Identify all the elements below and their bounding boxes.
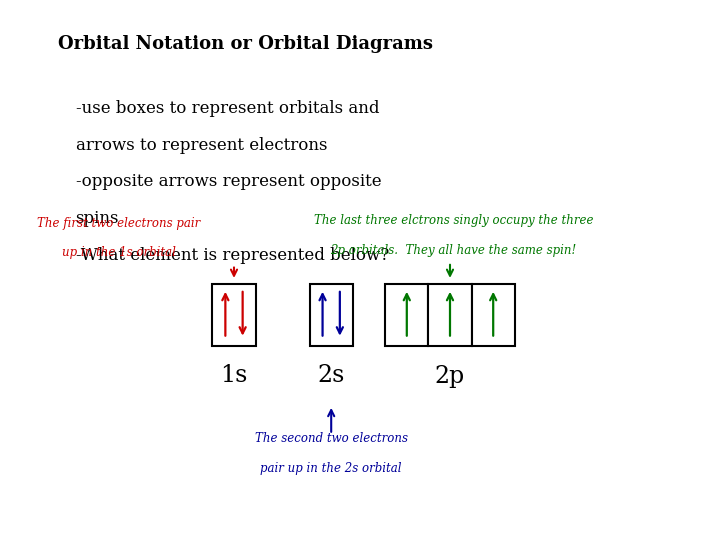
Bar [310,284,353,346]
Text: 2s: 2s [318,364,345,388]
Text: -What element is represented below?: -What element is represented below? [76,247,389,264]
Text: 2p orbitals.  They all have the same spin!: 2p orbitals. They all have the same spin… [330,244,577,256]
Text: -opposite arrows represent opposite: -opposite arrows represent opposite [76,173,381,190]
Text: Orbital Notation or Orbital Diagrams: Orbital Notation or Orbital Diagrams [58,35,433,53]
Text: arrows to represent electrons: arrows to represent electrons [76,137,327,153]
Text: pair up in the 2s orbital: pair up in the 2s orbital [261,462,402,475]
Text: up in the 1s orbital: up in the 1s orbital [62,246,176,259]
Bar [212,284,256,346]
Text: The second two electrons: The second two electrons [255,432,408,445]
Text: 2p: 2p [435,364,465,388]
Bar [428,284,472,346]
Bar [472,284,515,346]
Text: The first two electrons pair: The first two electrons pair [37,217,200,230]
Text: 1s: 1s [220,364,248,388]
Text: The last three elctrons singly occupy the three: The last three elctrons singly occupy th… [314,214,593,227]
Text: spins: spins [76,210,119,227]
Bar [385,284,428,346]
Text: -use boxes to represent orbitals and: -use boxes to represent orbitals and [76,100,379,117]
